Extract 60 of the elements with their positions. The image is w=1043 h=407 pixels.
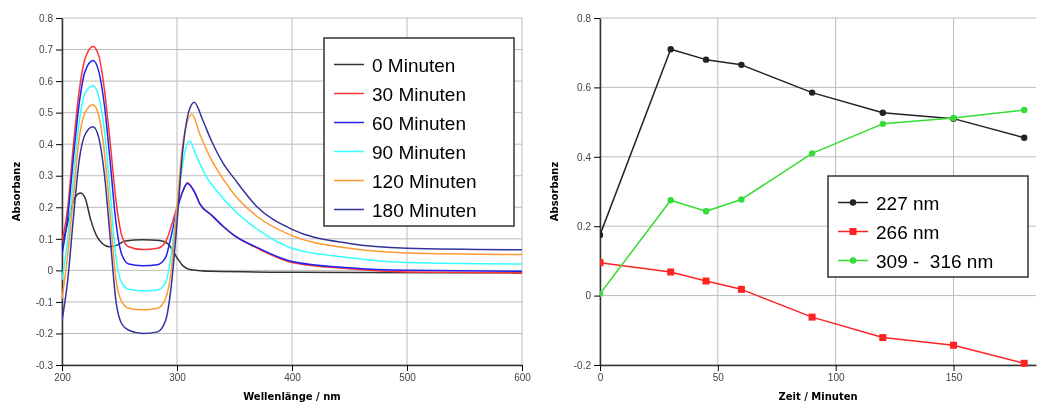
point (1020, 359, 1028, 367)
y-tick-label: 0.4 (577, 151, 592, 163)
x-tick-label: 400 (284, 372, 302, 384)
y-tick-label: 0.7 (39, 44, 54, 56)
legend-label: 90 Minuten (372, 141, 467, 163)
legend-label: 309 - 316 nm (876, 250, 994, 272)
x-axis-title: Wellenlänge / nm (243, 391, 341, 402)
point (879, 334, 887, 342)
point (738, 196, 745, 203)
x-tick-label: 0 (597, 372, 604, 384)
legend-label: 30 Minuten (372, 83, 467, 105)
y-tick-label: 0.8 (577, 12, 592, 24)
point (808, 313, 816, 321)
y-tick-label: 0.3 (39, 170, 54, 182)
legend-label: 120 Minuten (372, 170, 477, 192)
point (702, 56, 710, 63)
y-tick-label: 0.4 (39, 138, 54, 150)
line-series (62, 85, 523, 292)
point (808, 150, 816, 157)
x-tick-label: 200 (54, 372, 72, 384)
legend-label: 180 Minuten (372, 199, 477, 221)
y-tick-label: -0.2 (35, 328, 54, 340)
point (879, 120, 887, 128)
point (1021, 134, 1028, 141)
y-tick-label: -0.1 (35, 296, 54, 308)
point (738, 61, 745, 69)
x-tick-label: 100 (827, 372, 845, 384)
legend-label: 227 nm (876, 192, 940, 214)
x-tick-label: 600 (514, 372, 532, 384)
y-tick-label: 0.8 (39, 12, 54, 24)
y-tick-label: -0.3 (35, 359, 54, 371)
x-tick-label: 150 (945, 372, 963, 384)
point (879, 109, 887, 116)
point (702, 277, 710, 285)
legend-label: 60 Minuten (372, 112, 467, 134)
y-tick-label: -0.2 (573, 359, 592, 371)
y-tick-label: 0.2 (39, 201, 54, 213)
y-tick-label: 0.6 (577, 82, 592, 94)
point (667, 196, 674, 204)
point (667, 46, 674, 53)
point (737, 285, 745, 293)
point (1021, 106, 1028, 114)
point (667, 268, 675, 276)
y-tick-label: 0.6 (39, 75, 54, 87)
legend-label: 266 nm (876, 221, 940, 243)
x-tick-label: 300 (169, 372, 187, 384)
y-tick-label: 0.1 (39, 233, 54, 245)
x-axis-title: Zeit / Minuten (778, 391, 858, 402)
y-tick-label: 0 (47, 265, 54, 277)
y-axis-title: Absorbanz (549, 161, 560, 222)
x-tick-label: 50 (712, 372, 725, 384)
y-tick-label: 0 (585, 290, 592, 302)
y-axis-title: Absorbanz (11, 161, 22, 222)
legend-label: 0 Minuten (372, 54, 456, 76)
y-tick-label: 0.5 (39, 107, 54, 119)
point (808, 89, 816, 96)
point (950, 341, 958, 349)
y-tick-label: 0.2 (577, 220, 592, 232)
x-tick-label: 500 (399, 372, 417, 384)
point (702, 208, 710, 215)
